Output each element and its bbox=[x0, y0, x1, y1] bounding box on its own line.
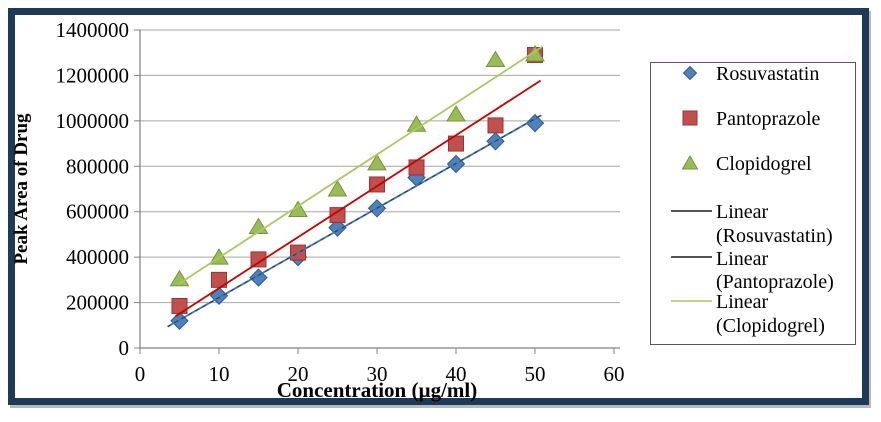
x-tick-label: 10 bbox=[209, 362, 230, 386]
marker-clopidogrel bbox=[367, 153, 387, 171]
y-tick-label: 400000 bbox=[66, 245, 129, 269]
legend-label-pantoprazole: Pantoprazole bbox=[716, 108, 821, 130]
legend-label-linear-pantoprazole-: Linear bbox=[716, 248, 769, 270]
chart-frame bbox=[8, 8, 869, 405]
marker-clopidogrel bbox=[406, 115, 427, 132]
y-tick-label: 800000 bbox=[66, 154, 129, 178]
y-tick-label: 1400000 bbox=[56, 18, 130, 42]
marker-clopidogrel bbox=[446, 105, 466, 122]
marker-pantoprazole bbox=[487, 117, 504, 134]
x-tick-label: 40 bbox=[446, 362, 467, 386]
y-tick-label: 600000 bbox=[66, 200, 129, 224]
marker-clopidogrel bbox=[169, 269, 190, 287]
marker-pantoprazole bbox=[408, 159, 425, 176]
legend-swatch-clopidogrel bbox=[681, 154, 699, 170]
marker-clopidogrel bbox=[288, 200, 308, 217]
legend-label-linear-clopidogrel-: Linear bbox=[716, 291, 769, 313]
trendline-linear-rosuvastatin- bbox=[167, 114, 542, 328]
marker-pantoprazole bbox=[329, 207, 346, 224]
legend-label-linear-rosuvastatin-: Linear bbox=[716, 201, 769, 223]
y-tick-label: 200000 bbox=[66, 291, 129, 315]
y-tick-label: 0 bbox=[119, 336, 130, 360]
marker-clopidogrel bbox=[485, 50, 506, 68]
legend-label-rosuvastatin: Rosuvastatin bbox=[716, 63, 819, 85]
x-tick-label: 60 bbox=[604, 362, 625, 386]
y-tick-label: 1000000 bbox=[56, 109, 130, 133]
x-tick-label: 20 bbox=[288, 362, 309, 386]
legend-label-linear-clopidogrel--2: (Clopidogrel) bbox=[716, 315, 825, 337]
legend-box bbox=[650, 62, 856, 345]
legend-label-linear-rosuvastatin--2: (Rosuvastatin) bbox=[716, 225, 833, 247]
legend-swatch-pantoprazole bbox=[682, 110, 698, 126]
legend-label-linear-pantoprazole--2: (Pantoprazole) bbox=[716, 271, 834, 293]
x-tick-label: 30 bbox=[367, 362, 388, 386]
trendline-linear-pantoprazole- bbox=[175, 79, 542, 317]
marker-rosuvastatin bbox=[328, 218, 347, 237]
x-tick-label: 50 bbox=[525, 362, 546, 386]
legend-label-clopidogrel: Clopidogrel bbox=[716, 153, 812, 175]
x-tick-label: 0 bbox=[135, 362, 146, 386]
y-axis-title: Peak Area of Drug bbox=[11, 113, 32, 265]
trendline-linear-clopidogrel- bbox=[177, 46, 543, 286]
legend-swatch-rosuvastatin bbox=[682, 65, 698, 81]
marker-rosuvastatin bbox=[525, 113, 545, 133]
x-axis-title: Concentration (µg/ml) bbox=[277, 378, 477, 402]
marker-pantoprazole bbox=[250, 251, 267, 268]
marker-clopidogrel bbox=[327, 180, 348, 197]
y-tick-label: 1200000 bbox=[56, 63, 130, 87]
